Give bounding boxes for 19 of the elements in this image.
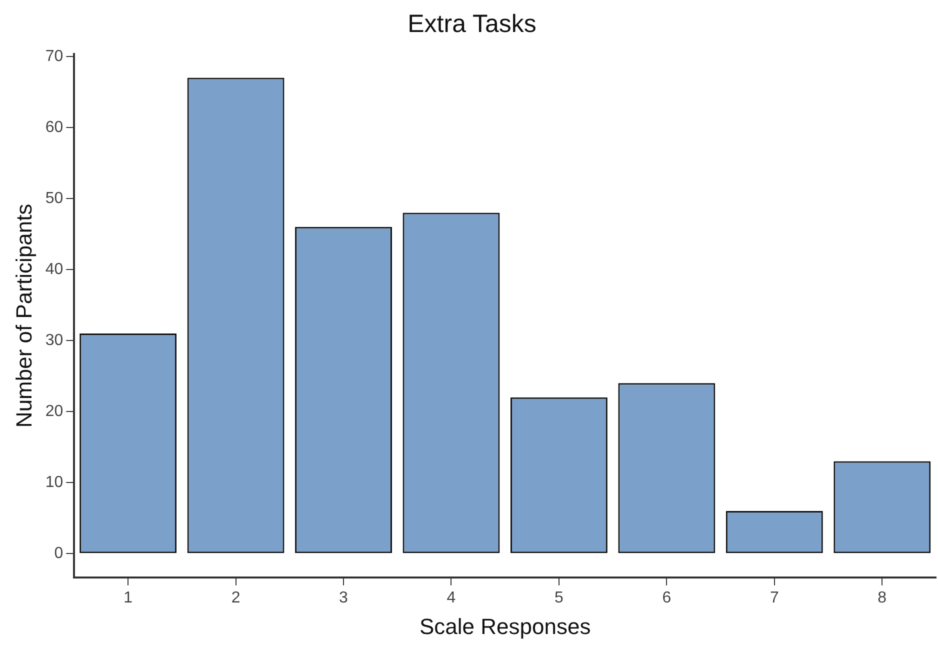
chart-title: Extra Tasks (408, 10, 536, 38)
x-tick-label: 6 (662, 589, 672, 606)
x-tick-label: 2 (231, 589, 240, 606)
y-tick-label: 10 (45, 474, 64, 491)
y-tick-label: 20 (45, 402, 64, 420)
x-tick-label: 4 (446, 589, 456, 606)
x-tick-label: 8 (878, 589, 887, 606)
y-tick-label: 30 (45, 332, 64, 349)
x-tick-label: 7 (770, 589, 779, 606)
y-tick-label: 60 (45, 118, 64, 136)
y-tick-label: 40 (45, 260, 64, 278)
x-tick-label: 1 (124, 589, 133, 606)
y-axis-title: Number of Participants (11, 204, 36, 428)
x-axis-title: Scale Responses (419, 614, 591, 639)
y-tick-label: 50 (45, 190, 64, 207)
y-tick-label: 70 (45, 48, 64, 65)
x-tick-label: 3 (339, 589, 348, 606)
y-tick-label: 0 (54, 545, 64, 562)
x-tick-label: 5 (554, 589, 564, 606)
